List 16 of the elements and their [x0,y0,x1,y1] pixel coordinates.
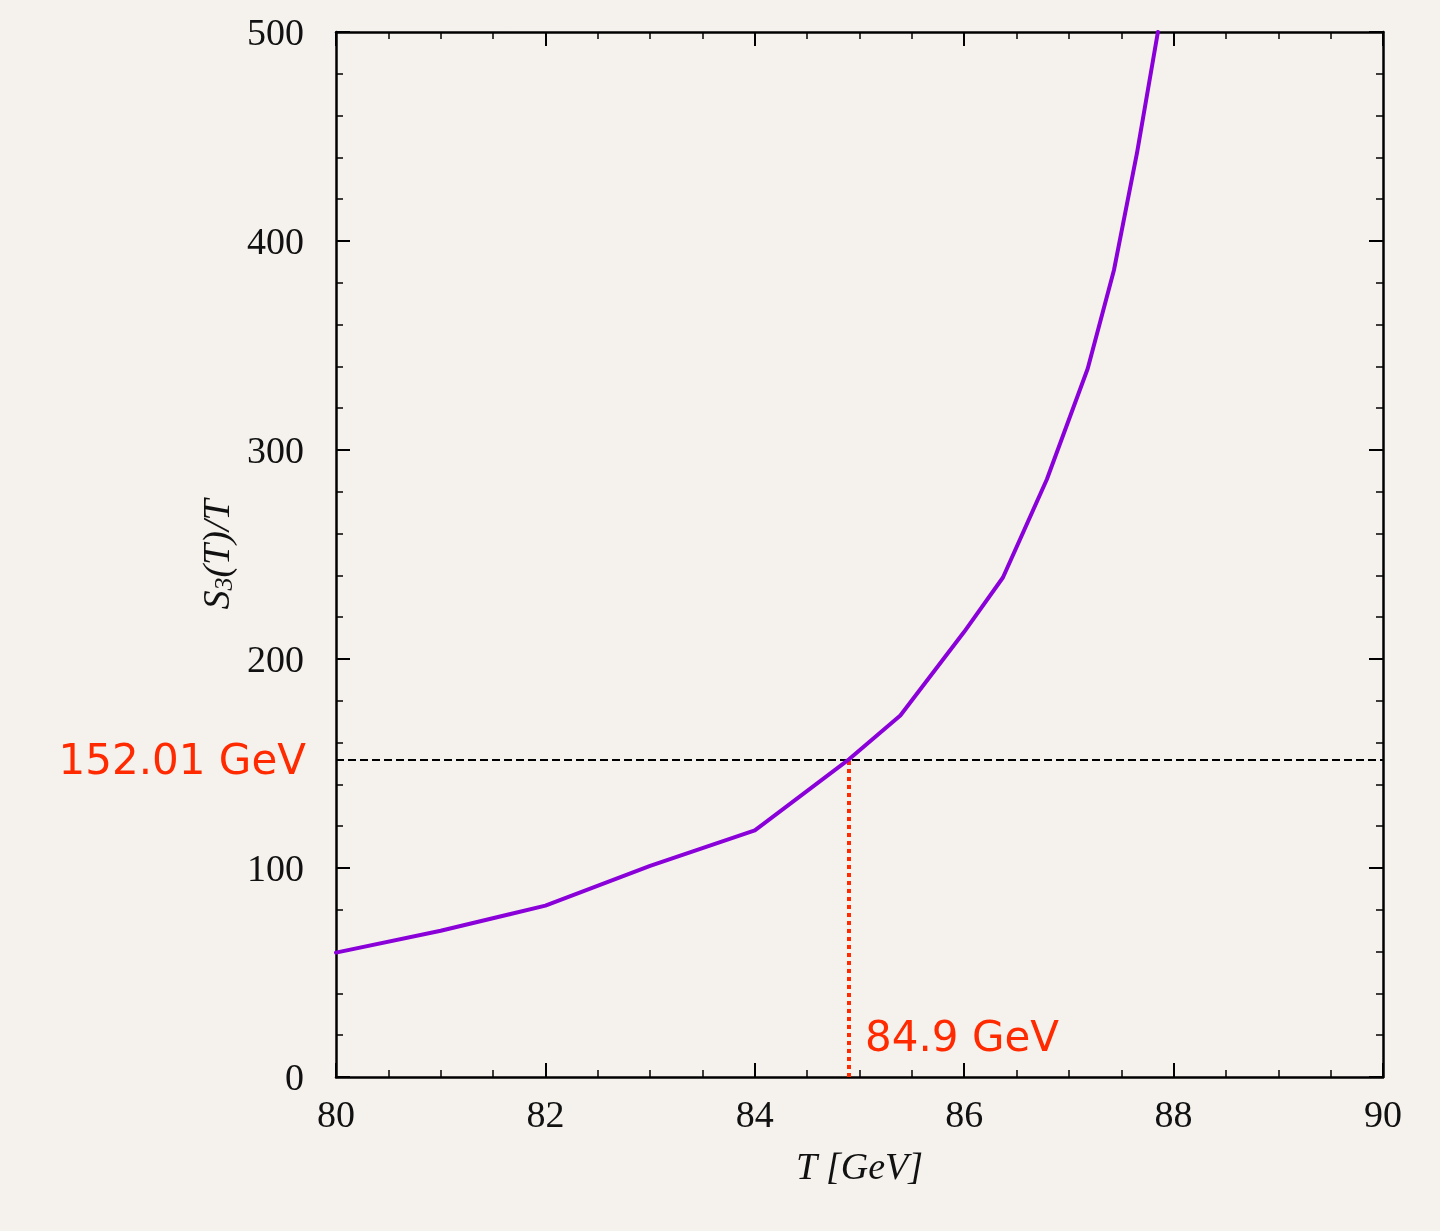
x-tick-label: 88 [1154,1093,1193,1135]
x-tick-label: 84 [735,1093,774,1135]
y-tick-label: 500 [247,11,304,53]
y-tick-label: 0 [285,1056,304,1098]
x-tick-label: 80 [317,1093,355,1135]
y-tick-label: 100 [247,847,304,889]
y-tick-label: 400 [247,220,304,262]
y-tick-label: 300 [247,429,304,471]
x-tick-label: 82 [526,1093,565,1135]
ref-line-label: 152.01 GeV [58,734,307,784]
y-axis-title: S3(T)/T [195,496,239,610]
ref-line-label: 84.9 GeV [865,1011,1060,1061]
x-tick-label: 86 [945,1093,984,1135]
y-tick-label: 200 [247,638,304,680]
x-tick-label: 90 [1364,1093,1402,1135]
x-axis-title: T [GeV] [795,1145,924,1187]
